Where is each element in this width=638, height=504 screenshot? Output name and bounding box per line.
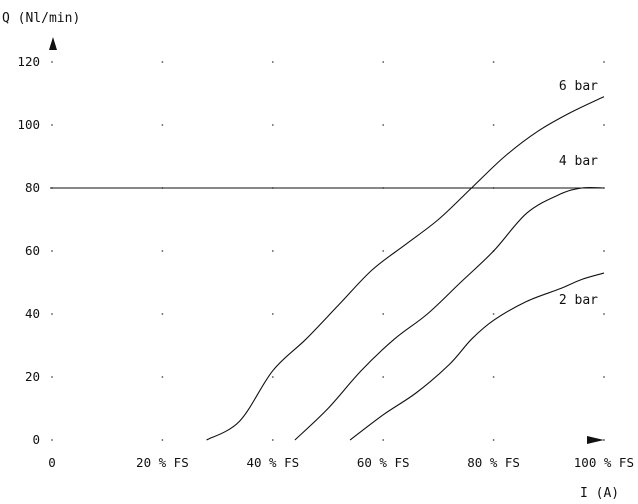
grid-dot xyxy=(603,250,605,252)
grid-dot xyxy=(603,313,605,315)
grid-dot xyxy=(51,439,53,441)
x-tick-label: 80 % FS xyxy=(467,455,520,470)
grid-dot xyxy=(161,124,164,126)
grid-dot xyxy=(271,61,274,63)
grid-dot xyxy=(492,61,495,63)
grid-dot xyxy=(51,61,53,63)
grid-dot xyxy=(51,313,53,315)
x-tick-label: 40 % FS xyxy=(246,455,299,470)
y-tick-label: 80 xyxy=(25,180,40,195)
y-tick-label: 40 xyxy=(25,306,40,321)
y-tick-labels: 0 20 40 60 80 100 120 xyxy=(17,54,40,447)
grid-dot xyxy=(603,376,605,378)
grid-dot xyxy=(51,124,53,126)
series-line-2-bar xyxy=(349,272,605,441)
x-axis-arrow-icon xyxy=(587,436,604,444)
grid-dot xyxy=(382,376,385,378)
y-tick-label: 120 xyxy=(17,54,40,69)
grid-dot xyxy=(161,439,164,441)
grid-dot xyxy=(382,439,385,441)
grid-dot xyxy=(51,250,53,252)
grid-dot xyxy=(161,376,164,378)
series-labels: 6 bar 4 bar 2 bar xyxy=(559,79,598,308)
x-tick-label: 0 xyxy=(48,455,56,470)
grid-dots xyxy=(51,61,605,441)
grid-dot xyxy=(492,376,495,378)
grid-dot xyxy=(271,250,274,252)
y-tick-label: 100 xyxy=(17,117,40,132)
grid-dot xyxy=(51,376,53,378)
x-tick-label: 100 % FS xyxy=(574,455,634,470)
grid-dot xyxy=(161,250,164,252)
grid-dot xyxy=(271,124,274,126)
y-axis-arrow-icon xyxy=(49,37,57,50)
grid-dot xyxy=(492,313,495,315)
y-axis-label: Q (Nl/min) xyxy=(2,11,80,26)
grid-dot xyxy=(603,61,605,63)
series-line-6-bar xyxy=(206,96,605,441)
y-tick-label: 20 xyxy=(25,369,40,384)
grid-dot xyxy=(271,376,274,378)
grid-dot xyxy=(603,124,605,126)
x-axis-label: I (A) xyxy=(580,486,619,501)
grid-dot xyxy=(382,250,385,252)
series-curves xyxy=(206,96,605,441)
grid-dot xyxy=(382,313,385,315)
grid-dot xyxy=(382,61,385,63)
grid-dot xyxy=(271,313,274,315)
y-tick-label: 60 xyxy=(25,243,40,258)
x-tick-label: 20 % FS xyxy=(136,455,189,470)
grid-dot xyxy=(382,124,385,126)
grid-dot xyxy=(161,313,164,315)
series-label-2-bar: 2 bar xyxy=(559,293,598,308)
grid-dot xyxy=(492,439,495,441)
grid-dot xyxy=(492,124,495,126)
x-tick-label: 60 % FS xyxy=(357,455,410,470)
series-line-4-bar xyxy=(294,186,605,441)
series-label-6-bar: 6 bar xyxy=(559,79,598,94)
grid-dot xyxy=(161,61,164,63)
series-label-4-bar: 4 bar xyxy=(559,154,598,169)
grid-dot xyxy=(271,439,274,441)
y-tick-label: 0 xyxy=(32,432,40,447)
x-tick-labels: 0 20 % FS 40 % FS 60 % FS 80 % FS 100 % FS xyxy=(48,455,634,470)
